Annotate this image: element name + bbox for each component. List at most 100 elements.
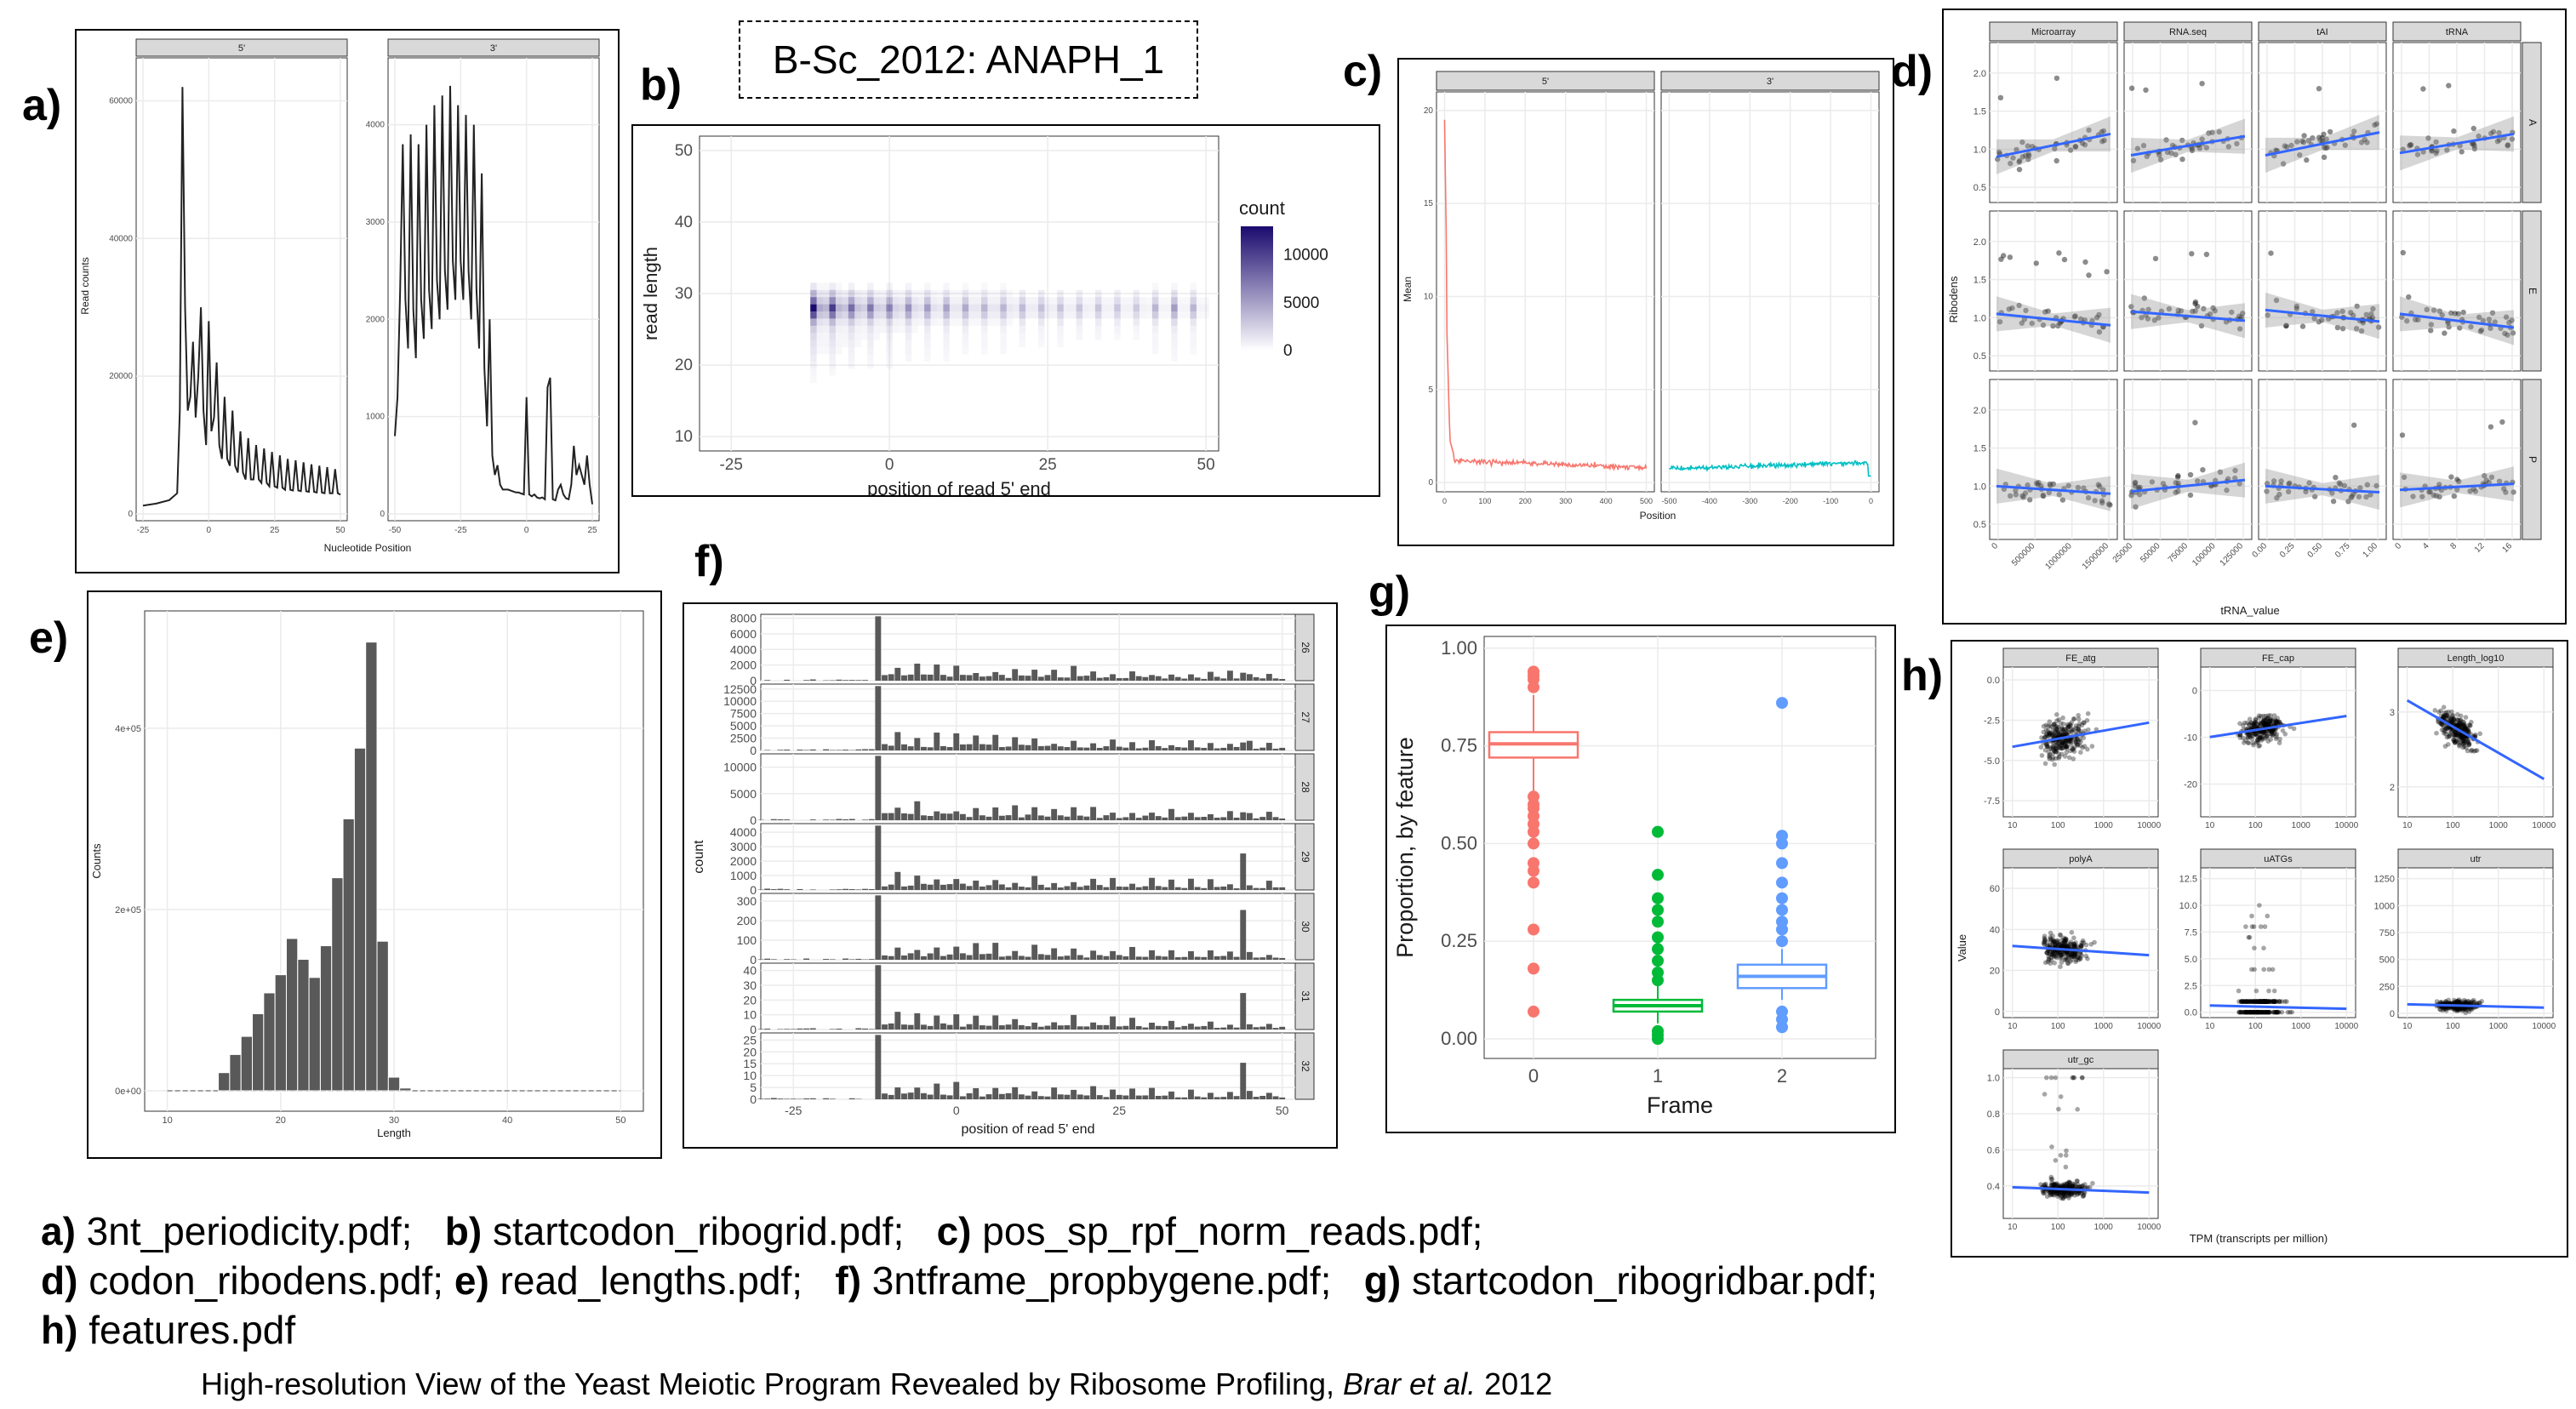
x-tick-label: 1000 — [2292, 1022, 2311, 1031]
data-point — [2059, 950, 2065, 955]
data-point — [2245, 999, 2250, 1004]
x-axis-label: position of read 5' end — [962, 1122, 1095, 1137]
data-point — [2055, 729, 2061, 734]
bar — [1207, 1092, 1214, 1099]
bar — [953, 946, 960, 960]
data-point — [2242, 1009, 2248, 1015]
data-point — [2056, 1192, 2061, 1197]
data-point — [2029, 144, 2036, 150]
data-point — [2253, 732, 2258, 737]
bar — [875, 1035, 882, 1099]
data-point — [2457, 742, 2462, 748]
data-point — [2042, 735, 2047, 741]
bar — [829, 819, 836, 820]
data-point — [2070, 1184, 2075, 1189]
heat-cell — [962, 304, 969, 312]
facet-strip-label: utr_gc — [2068, 1055, 2094, 1065]
heat-cell — [905, 347, 912, 355]
data-point — [2168, 150, 2174, 156]
bar — [1018, 675, 1025, 681]
bar — [868, 1029, 875, 1030]
data-point — [2065, 943, 2071, 948]
data-point — [2247, 722, 2252, 727]
data-point — [2269, 727, 2275, 733]
data-point — [2209, 129, 2215, 135]
data-point — [2286, 481, 2292, 488]
heat-cell — [886, 325, 893, 334]
data-point — [2259, 999, 2264, 1004]
data-point — [2048, 943, 2053, 949]
data-point — [2276, 740, 2282, 745]
heat-cell — [886, 318, 893, 326]
heat-cell — [1190, 297, 1197, 305]
data-point — [2454, 1007, 2460, 1013]
heat-cell — [892, 318, 900, 326]
data-point — [2064, 1148, 2069, 1154]
data-point — [1997, 94, 2004, 101]
regression-line — [2012, 944, 2150, 957]
bar — [1155, 745, 1162, 750]
heat-cell — [943, 354, 949, 361]
data-point — [2054, 940, 2059, 945]
data-point — [2465, 729, 2471, 735]
bar — [1214, 1027, 1220, 1030]
data-point — [2055, 740, 2061, 746]
data-point — [2247, 999, 2253, 1004]
heat-cell — [1063, 304, 1071, 312]
data-point — [2088, 1184, 2093, 1190]
data-point — [2066, 739, 2072, 744]
data-point — [2065, 739, 2070, 744]
heat-cell — [842, 289, 848, 298]
x-tick-label: 10000 — [2532, 821, 2556, 830]
data-point — [2458, 734, 2463, 739]
series-line — [142, 87, 341, 507]
data-point — [2236, 1009, 2242, 1015]
bar — [862, 1028, 868, 1030]
data-point — [2257, 999, 2263, 1004]
bar — [1071, 740, 1077, 750]
data-point — [2452, 720, 2457, 725]
data-point — [2051, 950, 2056, 956]
heat-cell — [924, 289, 931, 298]
bar — [1162, 748, 1168, 750]
heat-cell — [1151, 318, 1159, 326]
facet-strip — [1294, 753, 1315, 821]
y-tick-label: 0.0 — [2185, 1008, 2197, 1018]
bar — [875, 965, 882, 1030]
data-point — [2453, 732, 2459, 738]
heat-cell — [943, 289, 950, 298]
bar — [1122, 677, 1129, 681]
plot-panel — [760, 823, 1296, 891]
data-point — [2045, 308, 2051, 314]
heat-cell — [1133, 304, 1140, 312]
heat-cell — [886, 362, 892, 368]
bar — [1233, 678, 1240, 681]
data-point — [2045, 959, 2051, 965]
data-point — [2259, 1009, 2265, 1015]
data-point — [2254, 733, 2259, 738]
data-point — [2066, 1194, 2071, 1199]
data-point — [2137, 492, 2143, 498]
heat-cell — [1101, 297, 1108, 305]
data-point — [2334, 324, 2341, 331]
bar — [1149, 1022, 1155, 1030]
bar — [1207, 1021, 1214, 1030]
data-point — [2053, 746, 2059, 751]
data-point — [2236, 1009, 2242, 1015]
data-point — [2058, 932, 2063, 938]
data-point — [2066, 1179, 2071, 1184]
data-point — [2456, 1000, 2462, 1006]
regression-line — [2012, 721, 2150, 749]
data-point — [2244, 1009, 2249, 1015]
heat-cell — [854, 289, 861, 298]
data-point — [2261, 730, 2266, 736]
bar — [894, 732, 901, 750]
heat-cell — [836, 347, 842, 354]
data-point — [2250, 740, 2256, 745]
data-point — [2051, 951, 2056, 957]
data-point — [2048, 482, 2053, 488]
heat-cell — [1076, 297, 1083, 305]
data-point — [2054, 726, 2059, 732]
facet-strip-label: RNA.seq — [2169, 27, 2207, 37]
data-point — [2253, 988, 2259, 994]
